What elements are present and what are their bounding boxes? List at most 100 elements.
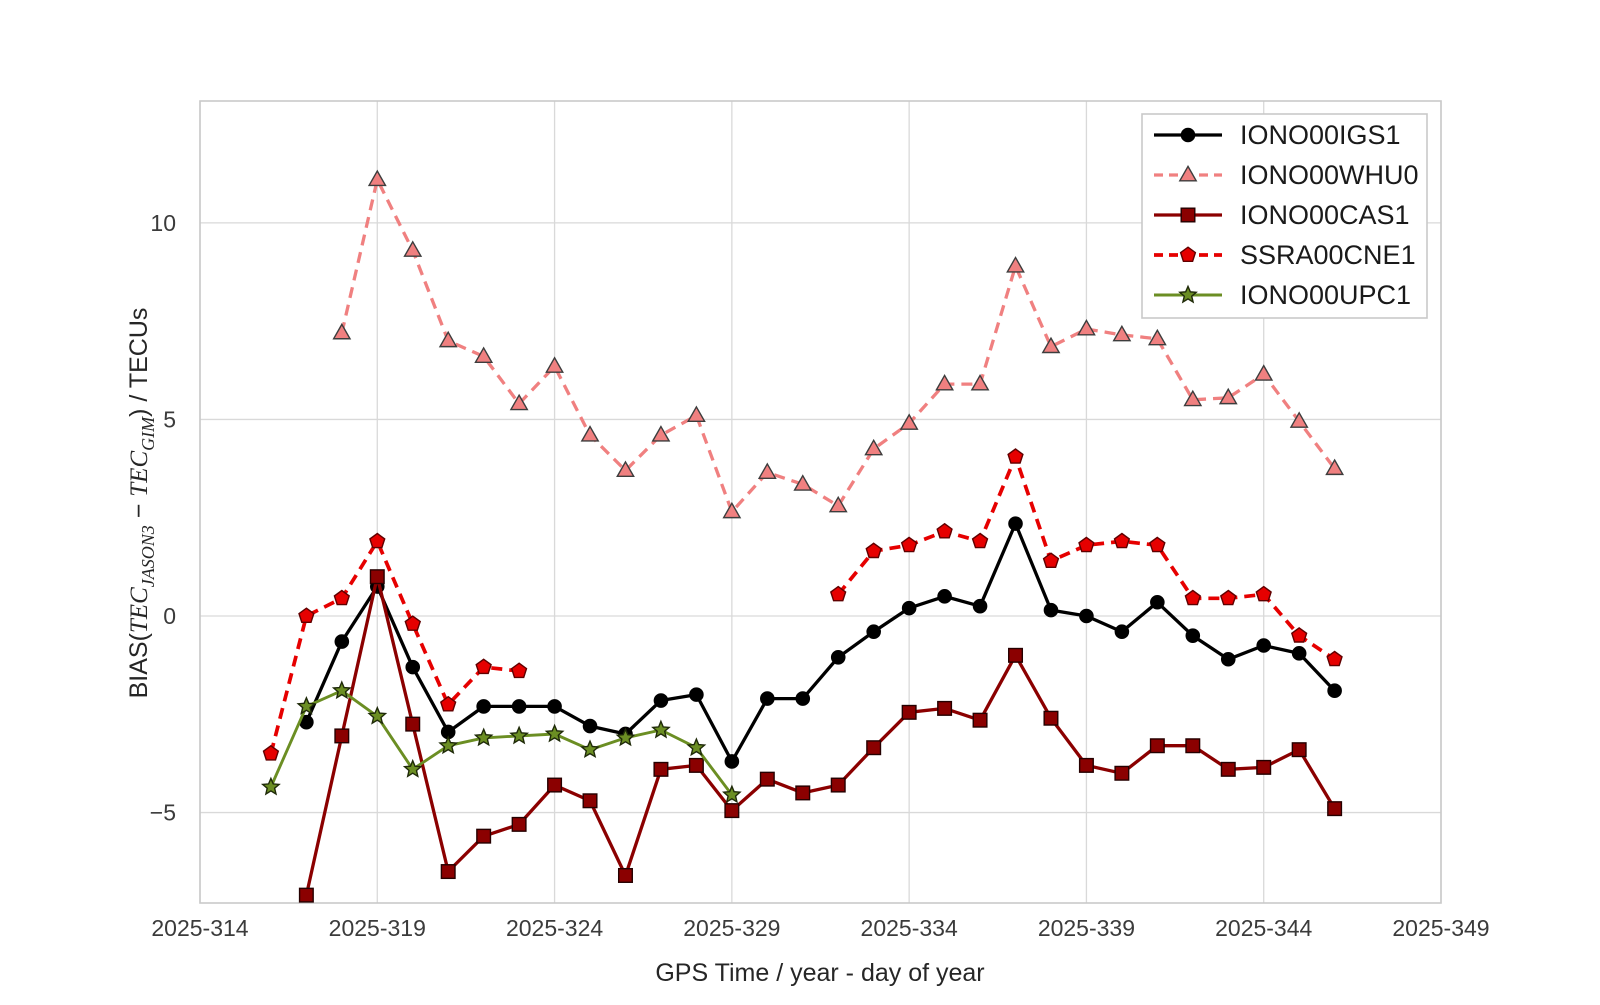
marker-pentagon-SSRA00CNE1 [333, 589, 351, 606]
marker-triangle-IONO00WHU0 [1006, 256, 1025, 273]
legend-label-IONO00UPC1: IONO00UPC1 [1240, 280, 1411, 310]
legend-marker-pentagon-SSRA00CNE1 [1179, 246, 1197, 262]
x-tick-label: 2025-314 [151, 915, 248, 941]
marker-triangle-IONO00WHU0 [935, 374, 955, 391]
gridlines [199, 101, 1442, 903]
series-line-IONO00IGS1 [304, 521, 1336, 764]
x-axis-label: GPS Time / year - day of year [655, 959, 984, 987]
marker-triangle-IONO00WHU0 [1218, 387, 1238, 405]
legend-label-IONO00CAS1: IONO00CAS1 [1240, 200, 1410, 230]
marker-square-IONO00CAS1 [1043, 710, 1059, 726]
marker-pentagon-SSRA00CNE1 [1219, 589, 1237, 606]
legend-item-IONO00CAS1: IONO00CAS1 [1154, 200, 1410, 230]
marker-triangle-IONO00WHU0 [757, 462, 777, 480]
marker-star-IONO00UPC1 [367, 705, 388, 725]
marker-pentagon-SSRA00CNE1 [404, 615, 422, 631]
marker-triangle-IONO00WHU0 [722, 501, 742, 519]
legend-marker-circle-IONO00IGS1 [1180, 127, 1196, 143]
legend: IONO00IGS1 IONO00WHU0 IONO00CAS1 SSRA00CNE1… [1141, 113, 1428, 319]
marker-circle-IONO00IGS1 [1291, 646, 1307, 661]
marker-square-IONO00CAS1 [830, 777, 846, 793]
marker-circle-IONO00IGS1 [405, 659, 421, 675]
marker-triangle-IONO00WHU0 [1254, 364, 1274, 381]
marker-square-IONO00CAS1 [1008, 647, 1024, 663]
legend-marker-square-IONO00CAS1 [1180, 207, 1196, 223]
y-axis-label: BIAS(TECJASON3 − TECGIM) / TECUs [125, 308, 158, 699]
marker-square-IONO00CAS1 [440, 864, 456, 880]
marker-pentagon-SSRA00CNE1 [262, 744, 280, 761]
axes-spines [199, 100, 1442, 904]
series-IONO00CAS1 [298, 569, 1343, 903]
marker-pentagon-SSRA00CNE1 [1149, 536, 1166, 553]
marker-square-IONO00CAS1 [1149, 738, 1165, 754]
marker-square-IONO00CAS1 [617, 867, 633, 883]
marker-triangle-IONO00WHU0 [616, 460, 635, 478]
marker-square-IONO00CAS1 [724, 803, 740, 819]
marker-circle-IONO00IGS1 [901, 600, 917, 616]
x-tick-label: 2025-324 [506, 915, 603, 941]
y-tick-label: −5 [150, 800, 176, 826]
marker-star-IONO00UPC1 [580, 739, 600, 759]
legend-item-SSRA00CNE1: SSRA00CNE1 [1154, 240, 1416, 270]
marker-square-IONO00CAS1 [972, 712, 988, 728]
marker-circle-IONO00IGS1 [1220, 651, 1236, 667]
marker-square-IONO00CAS1 [1114, 765, 1130, 781]
data-series [260, 169, 1345, 903]
y-axis-label-sub2: GIM [138, 416, 158, 451]
marker-pentagon-SSRA00CNE1 [1078, 536, 1095, 553]
marker-pentagon-SSRA00CNE1 [1184, 589, 1202, 606]
marker-circle-IONO00IGS1 [1150, 594, 1165, 610]
series-line-IONO00WHU0 [340, 177, 1336, 514]
series-line-IONO00UPC1 [269, 689, 734, 796]
marker-circle-IONO00IGS1 [1327, 683, 1342, 699]
marker-circle-IONO00IGS1 [866, 624, 881, 640]
marker-circle-IONO00IGS1 [724, 754, 740, 769]
marker-square-IONO00CAS1 [369, 569, 385, 585]
marker-pentagon-SSRA00CNE1 [510, 662, 528, 679]
marker-pentagon-SSRA00CNE1 [971, 532, 989, 549]
marker-triangle-IONO00WHU0 [580, 425, 600, 442]
marker-pentagon-SSRA00CNE1 [1113, 532, 1131, 549]
marker-square-IONO00CAS1 [1220, 761, 1236, 777]
marker-circle-IONO00IGS1 [653, 693, 669, 708]
marker-circle-IONO00IGS1 [830, 649, 846, 665]
legend-item-IONO00IGS1: IONO00IGS1 [1154, 120, 1401, 150]
legend-marker-triangle-IONO00WHU0 [1178, 164, 1198, 182]
marker-circle-IONO00IGS1 [547, 699, 562, 714]
marker-pentagon-SSRA00CNE1 [475, 658, 492, 675]
y-axis-label-tec1: TEC [126, 587, 153, 633]
y-axis-label-prefix: BIAS( [125, 632, 153, 698]
marker-circle-IONO00IGS1 [334, 634, 350, 649]
legend-item-IONO00UPC1: IONO00UPC1 [1154, 280, 1411, 310]
marker-circle-IONO00IGS1 [1043, 602, 1059, 618]
y-tick-labels: −5 0 5 10 [150, 210, 176, 826]
marker-square-IONO00CAS1 [582, 793, 598, 809]
marker-triangle-IONO00WHU0 [474, 346, 494, 364]
marker-pentagon-SSRA00CNE1 [1042, 552, 1060, 568]
marker-star-IONO00UPC1 [686, 737, 707, 757]
x-tick-label: 2025-329 [683, 915, 780, 941]
marker-pentagon-SSRA00CNE1 [865, 542, 882, 559]
marker-triangle-IONO00WHU0 [509, 393, 529, 411]
marker-square-IONO00CAS1 [653, 761, 669, 777]
y-tick-label: 10 [150, 210, 176, 236]
marker-pentagon-SSRA00CNE1 [1007, 448, 1024, 464]
marker-circle-IONO00IGS1 [972, 598, 988, 614]
x-tick-label: 2025-339 [1038, 915, 1135, 941]
series-IONO00UPC1 [260, 680, 742, 804]
marker-pentagon-SSRA00CNE1 [1326, 650, 1343, 667]
y-tick-label: 5 [163, 406, 176, 432]
marker-triangle-IONO00WHU0 [367, 169, 387, 187]
marker-square-IONO00CAS1 [759, 771, 775, 787]
marker-circle-IONO00IGS1 [937, 589, 952, 604]
legend-marker-star-IONO00UPC1 [1178, 284, 1198, 304]
marker-square-IONO00CAS1 [1078, 757, 1094, 773]
x-tick-labels: 2025-314 2025-319 2025-324 2025-329 2025-334… [151, 915, 1489, 941]
marker-square-IONO00CAS1 [866, 740, 882, 756]
marker-triangle-IONO00WHU0 [1289, 411, 1309, 428]
marker-pentagon-SSRA00CNE1 [298, 607, 315, 623]
marker-star-IONO00UPC1 [615, 727, 636, 747]
marker-triangle-IONO00WHU0 [332, 322, 352, 340]
